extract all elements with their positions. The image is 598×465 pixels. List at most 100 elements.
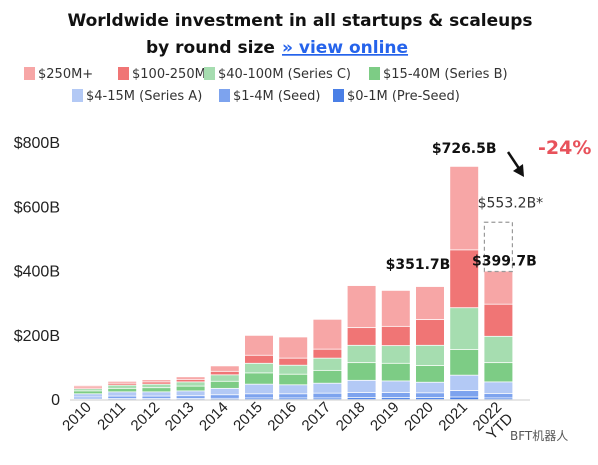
bar-segment-15-40m-series-b-2022-ytd (484, 363, 513, 382)
x-tick-label: 2017 (299, 399, 335, 435)
bar-segment-0-1m-pre-seed-2018 (347, 398, 376, 400)
bar-segment-40-100m-series-c-2019 (381, 346, 410, 363)
bar-segment-250m-2016 (279, 337, 308, 358)
bar-segment-40-100m-series-c-2015 (245, 363, 273, 373)
bar-segment-100-250m-2020 (416, 320, 444, 345)
bar-segment-15-40m-series-b-2021 (450, 349, 479, 375)
y-tick-label: $800B (14, 135, 60, 152)
bar-segment-100-250m-2012 (142, 382, 171, 384)
bar-segment-15-40m-series-b-2018 (347, 363, 376, 380)
bar-segment-1-4m-seed-2017 (313, 393, 342, 398)
bar-segment-1-4m-seed-2012 (142, 396, 171, 399)
bar-segment-0-1m-pre-seed-2022-ytd (484, 398, 513, 400)
y-tick-label: $600B (14, 199, 60, 216)
bar-segment-100-250m-2011 (108, 383, 137, 385)
bar-segment-15-40m-series-b-2012 (142, 388, 171, 392)
legend-label-40-100m-series-c: $40-100M (Series C) (218, 67, 351, 82)
x-tick-label: 2013 (162, 399, 198, 435)
x-axis: 2010 201120122013201420152016201720182019… (59, 399, 516, 444)
bar-segment-1-4m-seed-2014 (210, 395, 239, 398)
bar-segment-4-15m-series-a-2013 (176, 391, 205, 396)
bars (70, 166, 530, 401)
bar-segment-15-40m-series-b-2020 (416, 365, 444, 382)
bar-segment-4-15m-series-a-2014 (210, 388, 239, 395)
y-tick-label: 0 (51, 392, 60, 409)
legend-label-100-250m: $100-250M (132, 67, 206, 82)
bar-segment-4-15m-series-a-2021 (450, 375, 479, 391)
bar-segment-40-100m-series-c-2021 (450, 308, 479, 350)
bar-segment-250m-2017 (313, 319, 342, 349)
legend-swatch-15-40m-series-b (369, 67, 380, 80)
legend-swatch-4-15m-series-a (72, 89, 83, 102)
x-tick-label: 2020 (401, 399, 437, 435)
bar-segment-1-4m-seed-2013 (176, 396, 205, 399)
annotation-projection: $553.2B* (478, 195, 544, 211)
bar-segment-40-100m-series-c-2010 (74, 389, 102, 391)
bar-segment-40-100m-series-c-2013 (176, 382, 205, 386)
projection-box (483, 221, 513, 273)
bar-segment-250m-2018 (347, 285, 376, 328)
legend-swatch-100-250m (118, 67, 129, 80)
bar-segment-1-4m-seed-2010 (74, 397, 102, 399)
legend-swatch-40-100m-series-c (204, 67, 215, 80)
bar-segment-40-100m-series-c-2018 (347, 345, 376, 363)
bar-segment-250m-2020 (416, 286, 444, 320)
bar-segment-100-250m-2014 (210, 371, 239, 375)
bar-segment-100-250m-2016 (279, 358, 308, 365)
bar-segment-4-15m-series-a-2020 (416, 382, 444, 393)
legend-label-1-4m-seed: $1-4M (Seed) (233, 89, 321, 104)
bar-segment-15-40m-series-b-2014 (210, 381, 239, 388)
bar-segment-0-1m-pre-seed-2021 (450, 397, 479, 400)
bar-segment-15-40m-series-b-2016 (279, 374, 308, 385)
bar-segment-1-4m-seed-2015 (245, 394, 273, 398)
bar-segment-4-15m-series-a-2016 (279, 385, 308, 394)
bar-segment-0-1m-pre-seed-2016 (279, 398, 308, 400)
bar-segment-1-4m-seed-2019 (381, 392, 410, 398)
bar-segment-250m-2021 (450, 166, 479, 250)
bar-segment-15-40m-series-b-2010 (74, 391, 102, 394)
bar-segment-250m-2014 (210, 366, 239, 371)
bar-segment-0-1m-pre-seed-2017 (313, 398, 342, 400)
bar-segment-1-4m-seed-2016 (279, 394, 308, 398)
x-tick-label: 2014 (196, 399, 232, 435)
bar-segment-1-4m-seed-2011 (108, 396, 137, 399)
legend-label-250m: $250M+ (38, 67, 93, 82)
bar-segment-250m-2022-ytd (484, 271, 513, 304)
bar-segment-40-100m-series-c-2014 (210, 375, 239, 381)
annotation-2022-total: $399.7B (472, 254, 537, 270)
bar-segment-15-40m-series-b-2019 (381, 363, 410, 381)
bar-segment-15-40m-series-b-2013 (176, 386, 205, 391)
bar-segment-250m-2010 (74, 385, 102, 387)
legend-label-15-40m-series-b: $15-40M (Series B) (383, 67, 508, 82)
bar-segment-100-250m-2022-ytd (484, 304, 513, 336)
x-tick-label: 2018 (333, 399, 369, 435)
bar-segment-4-15m-series-a-2011 (108, 392, 137, 396)
legend-label-4-15m-series-a: $4-15M (Series A) (86, 89, 202, 104)
view-online-link[interactable]: » view online (282, 38, 408, 58)
x-tick-label: 2011 (94, 399, 129, 434)
annotation-2020-total: $351.7B (386, 257, 451, 273)
bar-segment-100-250m-2017 (313, 349, 342, 358)
x-tick-label: 2016 (264, 399, 300, 435)
legend-swatch-250m (24, 67, 35, 80)
bar-segment-0-1m-pre-seed-2015 (245, 398, 273, 400)
legend: $250M+ $100-250M $40-100M (Series C) $15-40… (24, 67, 508, 104)
bar-segment-100-250m-2021 (450, 250, 479, 308)
bar-segment-250m-2011 (108, 381, 137, 383)
annotation-2021-total: $726.5B (432, 141, 497, 157)
bar-segment-1-4m-seed-2021 (450, 391, 479, 397)
x-tick-label: 2019 (367, 399, 403, 435)
bar-segment-40-100m-series-c-2017 (313, 358, 342, 370)
chart-title-line-2: by round size (146, 38, 275, 58)
bar-segment-250m-2013 (176, 377, 205, 379)
bar-segment-100-250m-2018 (347, 328, 376, 345)
y-tick-label: $200B (14, 328, 60, 345)
watermark: BFT机器人 (510, 429, 568, 443)
bar-segment-250m-2019 (381, 290, 410, 326)
bar-segment-4-15m-series-a-2015 (245, 384, 273, 394)
legend-label-0-1m-pre-seed: $0-1M (Pre-Seed) (347, 89, 460, 104)
x-tick-label: 2012 (128, 399, 164, 435)
bar-segment-4-15m-series-a-2022-ytd (484, 382, 513, 394)
bar-segment-100-250m-2013 (176, 379, 205, 382)
